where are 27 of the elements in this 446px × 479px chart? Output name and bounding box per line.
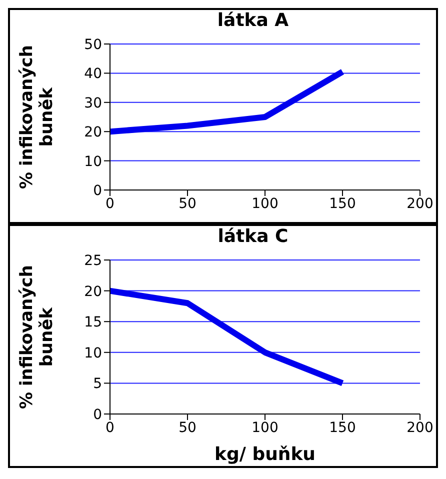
y-axis-title: % infikovaných buněk [17, 45, 57, 189]
x-tick-label: 200 [406, 196, 434, 212]
y-tick-label: 0 [93, 406, 102, 423]
y-tick-label: 15 [84, 314, 102, 331]
y-tick-label: 40 [84, 66, 102, 82]
y-tick-label: 0 [93, 182, 102, 199]
x-tick-label: 150 [329, 420, 356, 436]
y-tick-label: 20 [84, 284, 102, 300]
x-tick-label: 100 [252, 420, 278, 436]
x-tick-label: 50 [178, 196, 196, 212]
y-tick-label: 10 [84, 154, 102, 170]
x-tick-label: 100 [252, 196, 278, 212]
x-tick-label: 150 [329, 196, 356, 212]
y-tick-label: 30 [84, 95, 102, 112]
y-tick-label: 50 [84, 36, 102, 53]
x-tick-label: 50 [178, 420, 196, 436]
x-tick-label: 200 [406, 420, 434, 436]
y-axis-title: % infikovaných buněk [17, 265, 57, 409]
y-tick-label: 20 [84, 124, 102, 141]
y-tick-label: 10 [84, 345, 102, 362]
y-tick-label: 5 [93, 376, 102, 392]
x-axis-title: kg/ buňku [214, 444, 316, 465]
y-tick-label: 25 [84, 252, 102, 269]
chart-title: látka C [216, 226, 290, 248]
chart-title: látka A [216, 10, 290, 32]
x-tick-label: 0 [106, 420, 114, 436]
x-tick-label: 0 [106, 196, 114, 212]
